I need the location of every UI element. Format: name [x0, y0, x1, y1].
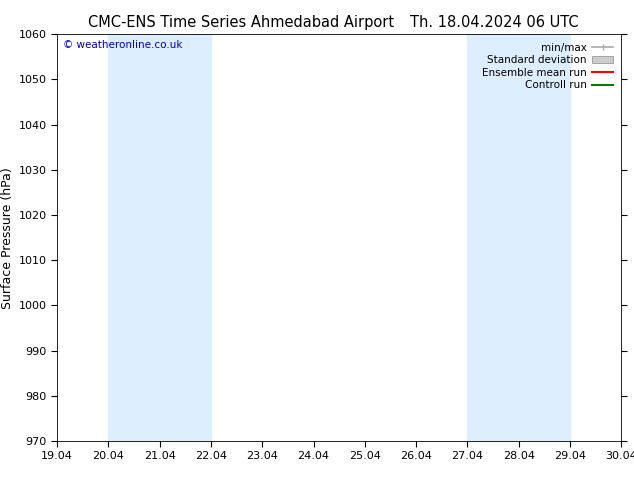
Bar	[467, 34, 570, 441]
Text: Th. 18.04.2024 06 UTC: Th. 18.04.2024 06 UTC	[410, 15, 579, 30]
Bar	[108, 34, 211, 441]
Text: CMC-ENS Time Series Ahmedabad Airport: CMC-ENS Time Series Ahmedabad Airport	[88, 15, 394, 30]
Y-axis label: Surface Pressure (hPa): Surface Pressure (hPa)	[1, 167, 15, 309]
Text: © weatheronline.co.uk: © weatheronline.co.uk	[63, 40, 182, 50]
Legend: min/max, Standard deviation, Ensemble mean run, Controll run: min/max, Standard deviation, Ensemble me…	[479, 40, 616, 94]
